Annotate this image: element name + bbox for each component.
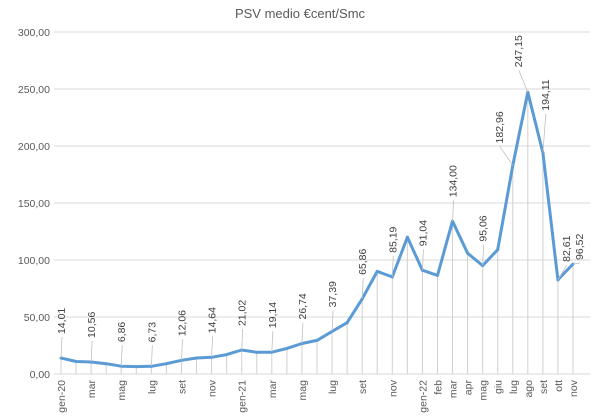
- x-tick-label: mag: [297, 380, 309, 401]
- data-point: [345, 321, 349, 325]
- y-tick-label: 150,00: [18, 198, 50, 210]
- data-point: [496, 248, 500, 252]
- data-label-leader: [391, 255, 394, 277]
- data-label: 194,11: [540, 79, 552, 110]
- data-label: 19,14: [267, 302, 279, 328]
- data-label-leader: [331, 310, 334, 332]
- x-tick-label: mag: [478, 380, 490, 401]
- data-label-leader: [60, 337, 63, 359]
- data-label-leader: [90, 340, 93, 362]
- y-tick-label: 200,00: [18, 141, 50, 153]
- data-label-leader: [211, 336, 213, 358]
- data-label: 247,15: [513, 35, 525, 67]
- data-label-leader: [150, 345, 153, 367]
- x-tick-label: ott: [553, 380, 565, 392]
- data-label: 26,74: [297, 293, 309, 319]
- data-label: 96,52: [574, 234, 586, 260]
- x-tick-label: giu: [493, 380, 505, 394]
- data-label-leader: [301, 322, 304, 344]
- data-label: 91,04: [417, 220, 429, 246]
- x-tick-label: gen-22: [417, 380, 429, 413]
- data-point: [134, 365, 138, 369]
- data-label-leader: [557, 264, 568, 281]
- data-label: 182,96: [494, 111, 506, 143]
- x-tick-label: nov: [207, 379, 219, 397]
- chart-title: PSV medio €cent/Smc: [235, 6, 366, 21]
- data-point: [315, 338, 319, 342]
- data-label: 21,02: [237, 300, 249, 326]
- x-tick-label: mar: [86, 380, 98, 399]
- data-label: 6,73: [146, 322, 158, 343]
- x-tick-label: nov: [568, 379, 580, 397]
- data-label: 134,00: [448, 165, 460, 197]
- data-point: [405, 235, 409, 239]
- data-label: 14,64: [207, 307, 219, 333]
- y-tick-label: 300,00: [18, 27, 50, 39]
- data-label-leader: [499, 146, 514, 166]
- data-point: [255, 350, 259, 354]
- data-label-leader: [518, 70, 529, 93]
- data-label: 10,56: [86, 312, 98, 338]
- data-label-leader: [271, 331, 274, 353]
- x-tick-label: mar: [448, 380, 460, 399]
- data-label-leader: [542, 113, 547, 153]
- data-label: 37,39: [327, 281, 339, 307]
- data-point: [225, 353, 229, 357]
- x-tick-label: gen-21: [237, 380, 249, 413]
- data-label-leader: [120, 345, 123, 367]
- data-label-leader: [241, 329, 244, 351]
- data-label: 65,86: [357, 248, 369, 274]
- data-point: [195, 356, 199, 360]
- data-label: 85,19: [387, 226, 399, 252]
- data-point: [104, 362, 108, 366]
- x-tick-label: mag: [116, 380, 128, 401]
- x-tick-label: lug: [327, 380, 339, 394]
- data-point: [164, 362, 168, 366]
- data-label-leader: [572, 262, 581, 265]
- x-tick-label: lug: [508, 380, 520, 394]
- data-point: [74, 359, 78, 363]
- x-tick-label: gen-20: [56, 380, 68, 413]
- x-tick-label: nov: [387, 379, 399, 397]
- data-label-leader: [181, 339, 183, 361]
- data-label: 12,06: [176, 310, 188, 336]
- x-tick-label: set: [538, 380, 550, 394]
- x-tick-label: set: [176, 380, 188, 394]
- x-tick-label: feb: [432, 380, 444, 395]
- y-tick-label: 50,00: [24, 312, 50, 324]
- data-label-leader: [422, 249, 424, 271]
- x-tick-label: apr: [463, 380, 475, 396]
- data-label: 6,86: [116, 322, 128, 343]
- y-tick-label: 250,00: [18, 84, 50, 96]
- x-tick-label: lug: [146, 380, 158, 394]
- data-label: 82,61: [561, 235, 573, 261]
- x-tick-label: ago: [523, 380, 535, 398]
- data-point: [435, 273, 439, 277]
- y-tick-label: 0,00: [30, 369, 51, 381]
- data-label: 14,01: [56, 308, 68, 334]
- data-label-leader: [452, 200, 454, 222]
- data-label-leader: [361, 277, 364, 299]
- data-label: 95,06: [478, 215, 490, 241]
- x-tick-label: set: [357, 380, 369, 394]
- data-point: [375, 269, 379, 273]
- data-label-leader: [482, 244, 485, 266]
- x-tick-label: mar: [267, 380, 279, 399]
- data-point: [466, 251, 470, 255]
- y-tick-label: 100,00: [18, 255, 50, 267]
- data-point: [285, 346, 289, 350]
